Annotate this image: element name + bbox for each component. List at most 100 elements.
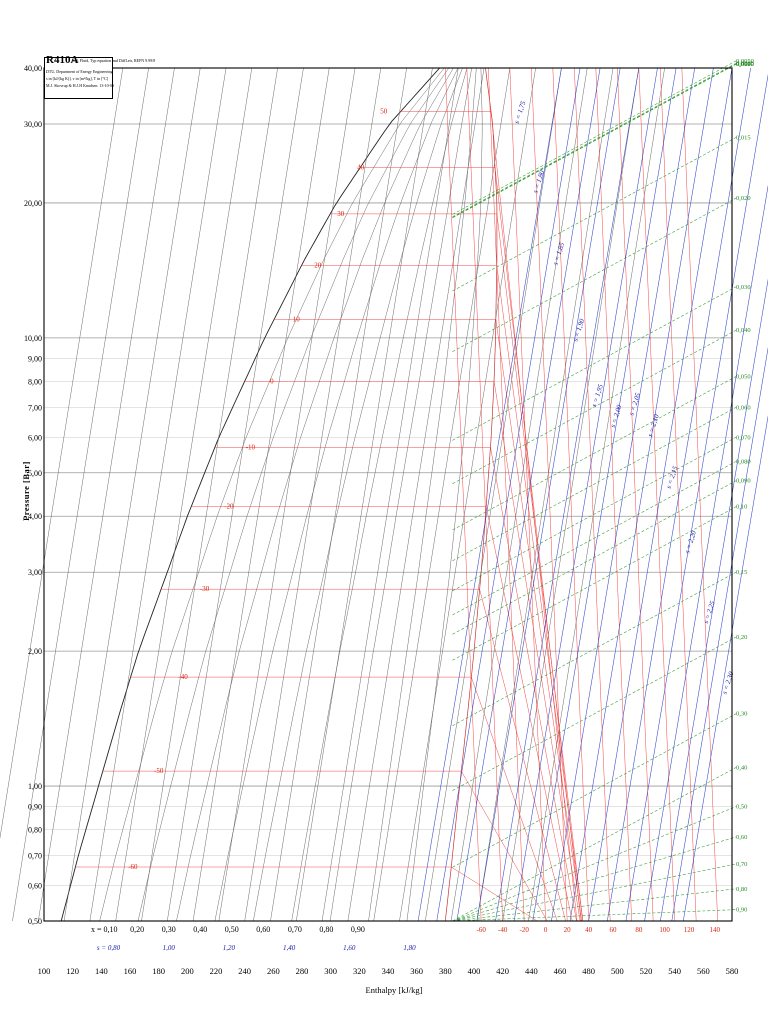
x-tick-label: 160: [124, 966, 137, 976]
isochore: [452, 407, 737, 562]
x-tick-label: 580: [726, 966, 739, 976]
isotherm-bottom-label: 100: [659, 926, 670, 934]
quality-line: [99, 67, 445, 922]
axis-ticks: 40,00 30,00 20,00 10,00 9,00 8,00 7,00 6,00 5,00…: [24, 64, 738, 976]
constant-entropy-liquid-line: [38, 67, 175, 922]
y-tick-label: 8,00: [28, 377, 42, 386]
quality-label: 0,20: [130, 925, 144, 934]
x-tick-label: 400: [468, 966, 481, 976]
constant-entropy-liquid-line: [528, 67, 665, 922]
isochore-label: 0,040: [736, 327, 751, 334]
isentrope-label: s = 2,30: [721, 670, 736, 695]
x-tick-label: 500: [611, 966, 624, 976]
x-tick-label: 180: [152, 966, 165, 976]
x-tick-label: 320: [353, 966, 366, 976]
constant-entropy-liquid-line: [12, 67, 149, 922]
isotherm-vapor: [617, 67, 654, 922]
isotherm-bottom-label: 140: [710, 926, 721, 934]
y-tick-label: 10,00: [24, 334, 42, 343]
isochore-label: 0,15: [736, 569, 747, 576]
isentrope-label: s = 2,05: [627, 391, 642, 416]
x-tick-label: 460: [554, 966, 567, 976]
isentrope: [476, 67, 621, 922]
isochore: [452, 806, 737, 922]
chart-title: R410A: [46, 54, 79, 66]
isochore: [452, 329, 737, 485]
isotherm-label: 10: [293, 315, 301, 323]
y-tick-label: 0,60: [28, 882, 42, 891]
isentrope: [569, 67, 714, 922]
x-tick-label: 340: [382, 966, 395, 976]
isentrope: [495, 67, 640, 922]
y-tick-label: 6,00: [28, 433, 42, 442]
x-tick-label: 300: [324, 966, 337, 976]
isochore-label: 0,070: [736, 434, 751, 441]
isotherm-bottom-label: 20: [564, 926, 572, 934]
plot-frame: [43, 67, 733, 922]
constant-entropy-liquid-line: [89, 67, 227, 922]
isotherm-bottom-label: 80: [635, 926, 643, 934]
y-tick-label: 2,00: [28, 647, 42, 656]
isochore-label: 0,090: [736, 478, 751, 485]
isotherm-vapor: [445, 67, 482, 922]
reference-note: Ref. Fluid, Typ equation and DiffLetr, R…: [72, 58, 156, 63]
isotherm-bottom-label: 40: [585, 926, 593, 934]
x-tick-label: 520: [640, 966, 653, 976]
constant-entropy-liquid-line: [0, 67, 124, 839]
isotherm: [102, 770, 548, 922]
isentrope: [588, 67, 733, 922]
isentrope: [513, 67, 658, 922]
x-tick-label: 560: [697, 966, 710, 976]
isotherm: [244, 381, 581, 922]
quality-label: 0,90: [351, 925, 365, 934]
isochore-label: 0,0070: [736, 61, 754, 68]
y-tick-label: 1,00: [28, 782, 42, 791]
isentrope-label: s = 1,90: [571, 317, 586, 342]
property-curves: [0, 60, 768, 922]
x-tick-label: 420: [496, 966, 509, 976]
isochore-label: 0,010: [736, 61, 751, 68]
y-tick-label: 0,90: [28, 803, 42, 812]
isotherm-vapor: [660, 67, 697, 922]
quality-line: [176, 67, 454, 922]
x-tick-label: 120: [66, 966, 79, 976]
isochore: [452, 461, 737, 616]
y-tick-label: 9,00: [28, 354, 42, 363]
y-tick-label: 20,00: [24, 199, 42, 208]
info-line-1: DTU, Department of Energy Engineering: [46, 69, 113, 74]
constant-entropy-liquid-line: [141, 67, 278, 922]
isochore-label: 0,080: [736, 458, 751, 465]
isotherm-label: -50: [154, 767, 164, 775]
isotherm: [274, 319, 583, 922]
quality-label: 0,30: [162, 925, 176, 934]
constant-entropy-liquid-line: [476, 67, 614, 922]
isochore: [452, 571, 737, 727]
quality-label: x = 0,10: [91, 925, 118, 934]
x-tick-label: 240: [238, 966, 251, 976]
isochore: [452, 376, 737, 531]
y-axis-title: Pressure [Bar]: [21, 461, 31, 521]
isochore-label: 0,60: [736, 834, 747, 841]
isochore-label: 0,90: [736, 907, 747, 914]
isochore: [452, 437, 737, 592]
isentrope-label: s = 1,85: [551, 241, 566, 266]
isotherm-vapor: [574, 67, 611, 922]
isochore: [452, 480, 737, 635]
isotherm: [400, 111, 578, 922]
isentrope: [607, 67, 751, 922]
isochore: [452, 506, 737, 661]
x-tick-label: 100: [38, 966, 51, 976]
x-tick-label: 480: [582, 966, 595, 976]
isochore-label: 0,40: [736, 765, 747, 772]
isentrope: [417, 67, 562, 922]
x-tick-label: 140: [95, 966, 108, 976]
isentrope-label: s = 2,20: [683, 529, 698, 554]
isotherm-bottom-label: 60: [610, 926, 618, 934]
y-tick-label: 0,80: [28, 826, 42, 835]
saturated-liquid-curve: [60, 67, 440, 922]
isotherm-label: 20: [314, 262, 322, 270]
quality-label: 0,70: [288, 925, 302, 934]
isochore-label: 0,70: [736, 861, 747, 868]
isochore: [452, 888, 737, 922]
